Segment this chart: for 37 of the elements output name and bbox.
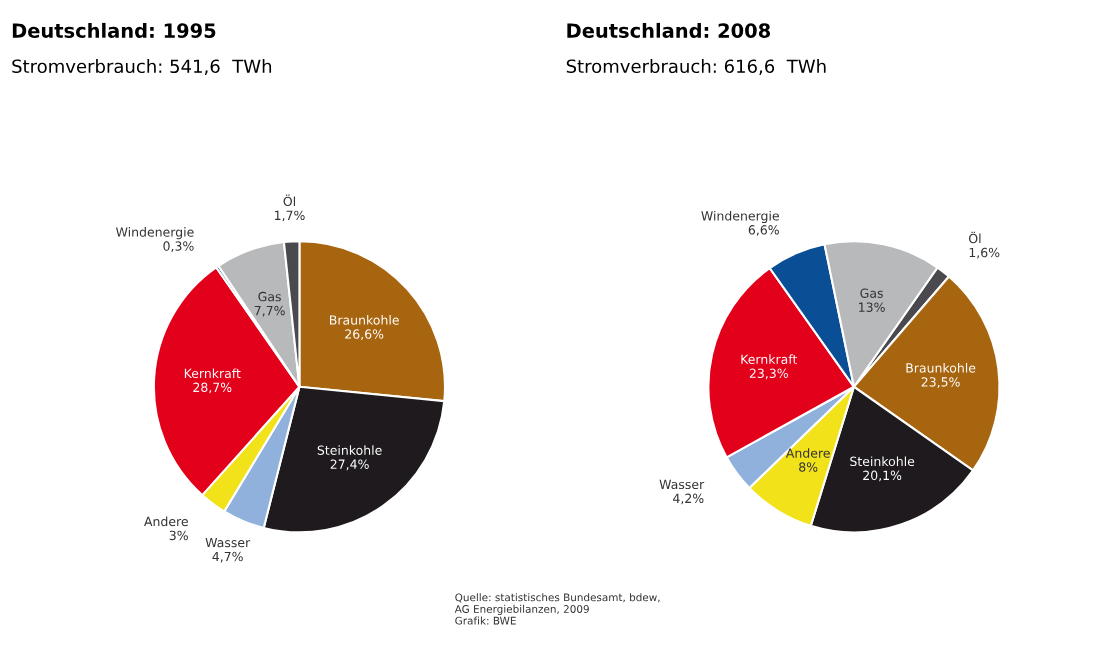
- data-label: 13%: [859, 302, 885, 312]
- data-label: 26,6%: [345, 329, 384, 341]
- slice-label: Gas: [860, 288, 883, 298]
- slice-label: Wasser: [659, 479, 705, 490]
- data-label: 23,5%: [921, 377, 960, 388]
- slice-label: Andere: [785, 448, 830, 458]
- slice-label: Öl: [969, 231, 981, 244]
- data-label: 1,6%: [969, 247, 1000, 259]
- slice-label: Windenergie: [701, 210, 779, 223]
- chart-subtitle: Stromverbrauch: 616,6 TWh: [566, 59, 826, 75]
- data-label: 1,7%: [274, 210, 305, 222]
- chart-subtitle: Stromverbrauch: 541,6 TWh: [12, 59, 272, 75]
- data-label: 3%: [169, 530, 188, 541]
- slice-label: Wasser: [205, 537, 251, 548]
- data-label: 8%: [799, 462, 818, 472]
- data-label: 27,4%: [330, 459, 369, 471]
- chart-title: Deutschland: 1995: [12, 22, 216, 38]
- slice-label: Andere: [144, 516, 188, 527]
- data-label: 6,6%: [748, 225, 779, 236]
- slice-label: Steinkohle: [850, 456, 915, 467]
- slice-label: Windenergie: [116, 227, 194, 240]
- data-label: 20,1%: [863, 470, 902, 482]
- slice-label: Kernkraft: [741, 354, 798, 365]
- data-label: 23,3%: [749, 368, 788, 380]
- data-label: 4,7%: [212, 551, 243, 563]
- slice-label: Braunkohle: [330, 315, 399, 325]
- data-label: 7,7%: [254, 305, 285, 317]
- data-label: 0,3%: [163, 241, 194, 253]
- slice-label: Kernkraft: [184, 368, 241, 379]
- slice-label: Braunkohle: [906, 362, 976, 373]
- data-label: 4,2%: [673, 493, 704, 505]
- slice-label: Gas: [258, 291, 281, 302]
- data-label: 28,7%: [193, 382, 232, 394]
- slice-label: Steinkohle: [317, 445, 382, 455]
- chart-title: Deutschland: 2008: [567, 22, 770, 38]
- slice-label: Öl: [283, 194, 295, 207]
- source-note: Quelle: statistisches Bundesamt, bdew, AG Energiebilanzen, 2009 Grafik: BWE: [454, 593, 660, 625]
